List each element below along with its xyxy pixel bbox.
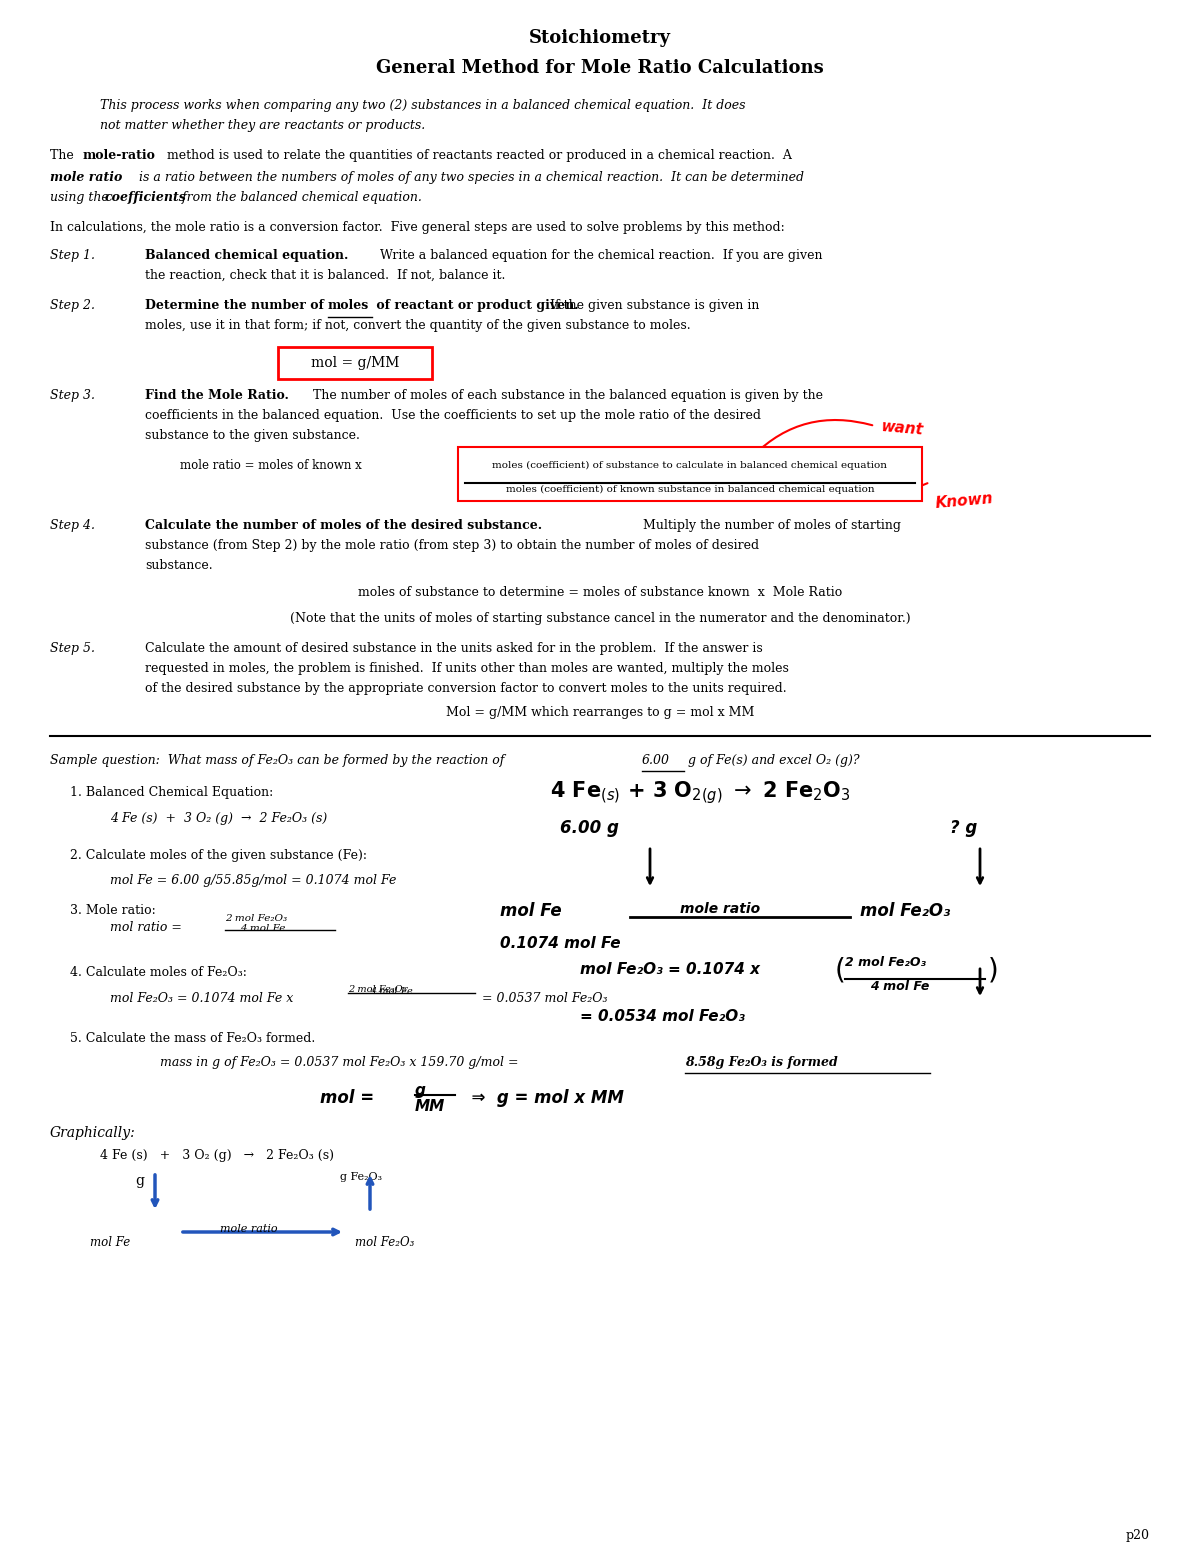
Text: not matter whether they are reactants or products.: not matter whether they are reactants or…	[100, 120, 425, 132]
Text: substance to the given substance.: substance to the given substance.	[145, 429, 360, 441]
Text: want: want	[880, 420, 924, 438]
Text: moles of substance to determine = moles of substance known  x  Mole Ratio: moles of substance to determine = moles …	[358, 586, 842, 598]
Text: 2 mol Fe₂O₃: 2 mol Fe₂O₃	[348, 985, 407, 995]
Text: the reaction, check that it is balanced.  If not, balance it.: the reaction, check that it is balanced.…	[145, 269, 505, 281]
Text: 2. Calculate moles of the given substance (Fe):: 2. Calculate moles of the given substanc…	[70, 848, 367, 862]
Text: mol Fe₂O₃ = 0.1074 mol Fe x: mol Fe₂O₃ = 0.1074 mol Fe x	[110, 991, 298, 1005]
Text: mol Fe: mol Fe	[90, 1235, 131, 1249]
Text: 6.00 g: 6.00 g	[560, 819, 619, 838]
Text: 4 mol Fe: 4 mol Fe	[370, 987, 413, 996]
Text: The number of moles of each substance in the balanced equation is given by the: The number of moles of each substance in…	[305, 388, 823, 402]
Text: moles (coefficient) of substance to calculate in balanced chemical equation: moles (coefficient) of substance to calc…	[492, 462, 888, 471]
Text: coefficients in the balanced equation.  Use the coefficients to set up the mole : coefficients in the balanced equation. U…	[145, 409, 761, 423]
Text: coefficients: coefficients	[106, 191, 187, 204]
Text: 8.58g Fe₂O₃ is formed: 8.58g Fe₂O₃ is formed	[685, 1057, 838, 1069]
Text: moles (coefficient) of known substance in balanced chemical equation: moles (coefficient) of known substance i…	[505, 485, 875, 494]
Text: 2 mol Fe₂O₃: 2 mol Fe₂O₃	[845, 956, 926, 970]
Text: 4. Calculate moles of Fe₂O₃:: 4. Calculate moles of Fe₂O₃:	[70, 967, 247, 979]
Text: mol Fe = 6.00 g/55.85g/mol = 0.1074 mol Fe: mol Fe = 6.00 g/55.85g/mol = 0.1074 mol …	[110, 873, 396, 887]
Text: p20: p20	[1126, 1529, 1150, 1542]
Text: ⇒  g = mol x MM: ⇒ g = mol x MM	[460, 1089, 624, 1106]
Text: = 0.0534 mol Fe₂O₃: = 0.0534 mol Fe₂O₃	[580, 1009, 745, 1024]
FancyBboxPatch shape	[458, 448, 922, 500]
Text: Step 1.: Step 1.	[50, 249, 95, 263]
Text: mol =: mol =	[320, 1089, 374, 1106]
Text: (: (	[835, 957, 846, 985]
Text: mol = g/MM: mol = g/MM	[311, 356, 400, 370]
Text: If the given substance is given in: If the given substance is given in	[542, 298, 760, 312]
Text: (Note that the units of moles of starting substance cancel in the numerator and : (Note that the units of moles of startin…	[289, 612, 911, 625]
Text: g of Fe(s) and excel O₂ (g)?: g of Fe(s) and excel O₂ (g)?	[684, 754, 859, 768]
Text: mole ratio: mole ratio	[220, 1225, 277, 1234]
Text: Balanced chemical equation.: Balanced chemical equation.	[145, 249, 348, 263]
Text: Stoichiometry: Stoichiometry	[529, 30, 671, 47]
Text: mole ratio: mole ratio	[50, 171, 122, 183]
Text: mol Fe: mol Fe	[500, 901, 562, 920]
Text: 0.1074 mol Fe: 0.1074 mol Fe	[500, 936, 620, 951]
Text: Sample question:  What mass of Fe₂O₃ can be formed by the reaction of: Sample question: What mass of Fe₂O₃ can …	[50, 754, 509, 768]
Text: moles, use it in that form; if not, convert the quantity of the given substance : moles, use it in that form; if not, conv…	[145, 319, 691, 333]
Text: Step 2.: Step 2.	[50, 298, 95, 312]
Text: from the balanced chemical equation.: from the balanced chemical equation.	[178, 191, 422, 204]
Text: 4 mol Fe: 4 mol Fe	[240, 925, 286, 932]
Text: 2 mol Fe₂O₃: 2 mol Fe₂O₃	[226, 914, 287, 923]
Text: mol Fe₂O₃: mol Fe₂O₃	[860, 901, 950, 920]
Text: = 0.0537 mol Fe₂O₃: = 0.0537 mol Fe₂O₃	[478, 991, 607, 1005]
Text: MM: MM	[415, 1099, 445, 1114]
Text: ): )	[988, 957, 998, 985]
Text: mass in g of Fe₂O₃ = 0.0537 mol Fe₂O₃ x 159.70 g/mol =: mass in g of Fe₂O₃ = 0.0537 mol Fe₂O₃ x …	[160, 1057, 522, 1069]
Text: 3. Mole ratio:: 3. Mole ratio:	[70, 904, 156, 917]
Text: In calculations, the mole ratio is a conversion factor.  Five general steps are : In calculations, the mole ratio is a con…	[50, 221, 785, 235]
FancyBboxPatch shape	[278, 347, 432, 379]
Text: 4 Fe (s)   +   3 O₂ (g)   →   2 Fe₂O₃ (s): 4 Fe (s) + 3 O₂ (g) → 2 Fe₂O₃ (s)	[100, 1148, 334, 1162]
Text: g: g	[134, 1173, 144, 1187]
Text: substance (from Step 2) by the mole ratio (from step 3) to obtain the number of : substance (from Step 2) by the mole rati…	[145, 539, 760, 552]
Text: Determine the number of: Determine the number of	[145, 298, 329, 312]
Text: Calculate the amount of desired substance in the units asked for in the problem.: Calculate the amount of desired substanc…	[145, 642, 763, 654]
Text: mol ratio =: mol ratio =	[110, 922, 186, 934]
Text: Write a balanced equation for the chemical reaction.  If you are given: Write a balanced equation for the chemic…	[372, 249, 822, 263]
Text: Multiply the number of moles of starting: Multiply the number of moles of starting	[635, 519, 901, 531]
Text: requested in moles, the problem is finished.  If units other than moles are want: requested in moles, the problem is finis…	[145, 662, 788, 674]
Text: moles: moles	[328, 298, 370, 312]
Text: Known: Known	[935, 491, 995, 511]
Text: of reactant or product given.: of reactant or product given.	[372, 298, 578, 312]
Text: Find the Mole Ratio.: Find the Mole Ratio.	[145, 388, 289, 402]
Text: 4 mol Fe: 4 mol Fe	[870, 981, 929, 993]
Text: method is used to relate the quantities of reactants reacted or produced in a ch: method is used to relate the quantities …	[163, 149, 792, 162]
Text: This process works when comparing any two (2) substances in a balanced chemical : This process works when comparing any tw…	[100, 99, 745, 112]
Text: is a ratio between the numbers of moles of any two species in a chemical reactio: is a ratio between the numbers of moles …	[134, 171, 804, 183]
Text: using the: using the	[50, 191, 113, 204]
Text: of the desired substance by the appropriate conversion factor to convert moles t: of the desired substance by the appropri…	[145, 682, 787, 695]
Text: mol Fe₂O₃ = 0.1074 x: mol Fe₂O₃ = 0.1074 x	[580, 962, 760, 977]
Text: mole-ratio: mole-ratio	[83, 149, 156, 162]
Text: 4 Fe$_{(s)}$ + 3 O$_{2(g)}$ $\rightarrow$ 2 Fe$_2$O$_3$: 4 Fe$_{(s)}$ + 3 O$_{2(g)}$ $\rightarrow…	[550, 779, 851, 807]
Text: Graphically:: Graphically:	[50, 1127, 136, 1141]
Text: mol Fe₂O₃: mol Fe₂O₃	[355, 1235, 414, 1249]
Text: g Fe₂O₃: g Fe₂O₃	[340, 1172, 382, 1183]
Text: Step 5.: Step 5.	[50, 642, 95, 654]
Text: g: g	[415, 1083, 426, 1099]
Text: mole ratio: mole ratio	[680, 901, 760, 915]
Text: ? g: ? g	[950, 819, 977, 838]
Text: Step 4.: Step 4.	[50, 519, 95, 531]
Text: 4 Fe (s)  +  3 O₂ (g)  →  2 Fe₂O₃ (s): 4 Fe (s) + 3 O₂ (g) → 2 Fe₂O₃ (s)	[110, 813, 328, 825]
Text: Calculate the number of moles of the desired substance.: Calculate the number of moles of the des…	[145, 519, 542, 531]
Text: Mol = g/MM which rearranges to g = mol x MM: Mol = g/MM which rearranges to g = mol x…	[446, 706, 754, 720]
Text: The: The	[50, 149, 78, 162]
Text: General Method for Mole Ratio Calculations: General Method for Mole Ratio Calculatio…	[376, 59, 824, 78]
Text: Step 3.: Step 3.	[50, 388, 95, 402]
Text: 6.00: 6.00	[642, 754, 670, 768]
Text: substance.: substance.	[145, 559, 212, 572]
Text: 5. Calculate the mass of Fe₂O₃ formed.: 5. Calculate the mass of Fe₂O₃ formed.	[70, 1032, 316, 1044]
Text: mole ratio = moles of known x: mole ratio = moles of known x	[180, 458, 361, 472]
Text: 1. Balanced Chemical Equation:: 1. Balanced Chemical Equation:	[70, 786, 274, 799]
